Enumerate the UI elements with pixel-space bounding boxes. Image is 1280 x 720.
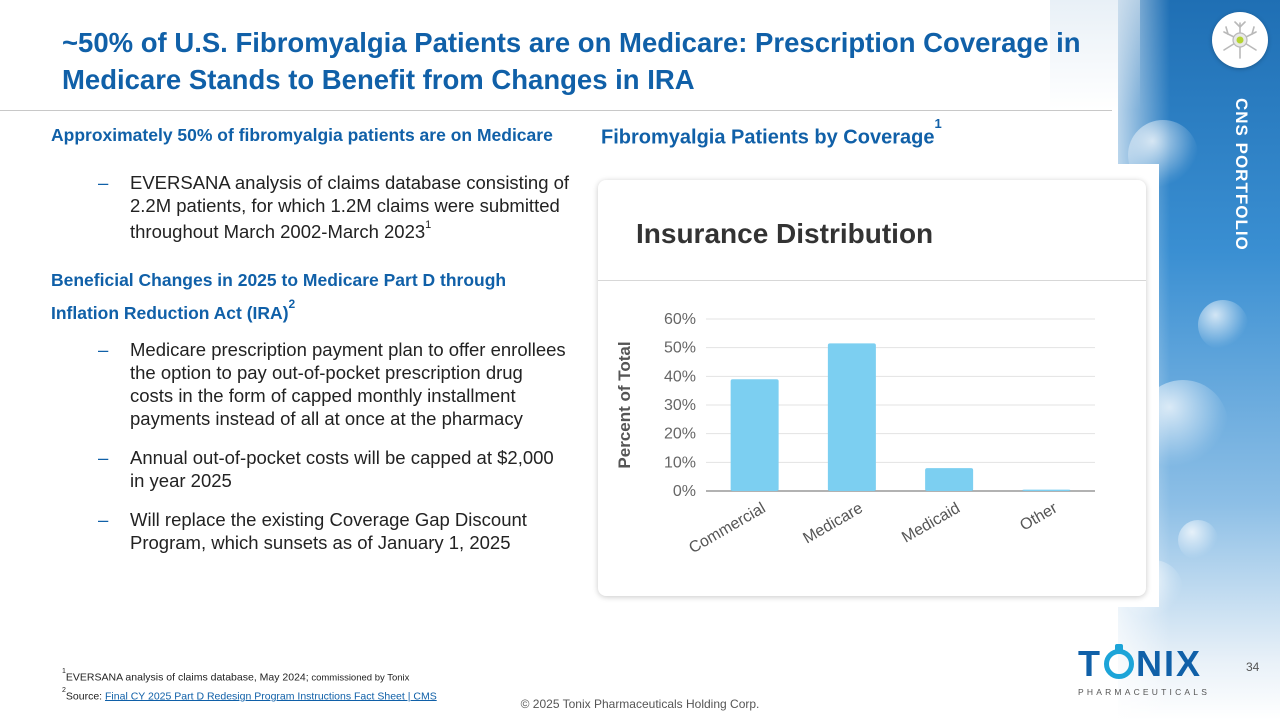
footnote-ref: 1	[934, 116, 942, 131]
bullet-text: EVERSANA analysis of claims database con…	[130, 172, 570, 243]
neuron-logo-icon	[1212, 12, 1268, 68]
brand-wordmark: T NIX	[1078, 643, 1208, 684]
title-divider	[0, 110, 1112, 111]
list-item: – Annual out-of-pocket costs will be capp…	[51, 446, 571, 492]
chart-title-divider	[598, 280, 1146, 281]
x-tick-label: Medicare	[800, 500, 866, 548]
bullet-text: Annual out-of-pocket costs will be cappe…	[130, 446, 554, 491]
dash-marker: –	[98, 338, 109, 360]
brand-subtitle: PHARMACEUTICALS	[1078, 687, 1211, 697]
y-tick-label: 20%	[664, 426, 696, 443]
footnote-marker: 1	[62, 668, 66, 675]
page-number: 34	[1246, 660, 1260, 674]
top-wash	[1050, 0, 1140, 110]
footnote-text-small: commissioned by Tonix	[308, 672, 410, 684]
source-link[interactable]: Final CY 2025 Part D Redesign Program In…	[105, 690, 437, 702]
x-tick-label: Commercial	[686, 500, 768, 557]
bar-chart: 0% 10% 20% 30% 40% 50% 60% Commercial Medicare Me…	[615, 311, 1095, 557]
chart-title: Insurance Distribution	[636, 218, 934, 249]
footnote-text: Source:	[65, 690, 106, 702]
footnote-2: 2Source: Final CY 2025 Part D Redesign P…	[62, 686, 437, 705]
dash-marker: –	[98, 172, 109, 193]
chart-heading: Fibromyalgia Patients by Coverage1	[601, 116, 942, 150]
bar	[925, 468, 974, 491]
bar	[1022, 489, 1071, 491]
x-tick-label: Medicaid	[899, 500, 963, 547]
page-title: ~50% of U.S. Fibromyalgia Patients are o…	[62, 27, 1081, 95]
section-heading: Beneficial Changes in 2025 to Medicare P…	[51, 266, 541, 327]
chart-heading-text: Fibromyalgia Patients by Coverage	[601, 126, 935, 149]
y-tick-label: 50%	[664, 340, 696, 357]
y-axis-label: Percent of Total	[615, 341, 634, 468]
footnote-text: EVERSANA analysis of claims database, Ma…	[65, 671, 309, 684]
y-tick-label: 30%	[664, 397, 696, 414]
bullet-text: Will replace the existing Coverage Gap D…	[130, 508, 527, 553]
bar	[827, 343, 876, 491]
footnote-ref: 2	[288, 297, 296, 312]
tonix-logo: T NIX PHARMACEUTICALS	[1078, 643, 1211, 697]
footnote-ref: 1	[425, 219, 432, 231]
y-tick-label: 10%	[664, 454, 696, 471]
section-heading-text: Beneficial Changes in 2025 to Medicare P…	[51, 270, 507, 323]
chart-frame: Insurance Distribution 0% 10% 20% 30% 40% 50%…	[598, 164, 1159, 607]
footnotes: 1EVERSANA analysis of claims database, M…	[62, 667, 437, 704]
y-tick-label: 40%	[664, 368, 696, 385]
list-item: – Will replace the existing Coverage Gap …	[51, 508, 571, 554]
dash-marker: –	[98, 446, 109, 468]
bar	[730, 379, 779, 491]
dash-marker: –	[98, 508, 109, 530]
left-column: Approximately 50% of fibromyalgia patien…	[51, 124, 571, 554]
footnote-1: 1EVERSANA analysis of claims database, M…	[62, 667, 437, 686]
bullet-text: Medicare prescription payment plan to of…	[130, 338, 566, 429]
section-heading-text: Approximately 50% of fibromyalgia patien…	[51, 125, 553, 145]
brand-o-icon	[1104, 644, 1134, 679]
bullet-list: – EVERSANA analysis of claims database co…	[51, 171, 571, 243]
y-tick-label: 0%	[673, 483, 696, 500]
brand-letter: T	[1078, 643, 1102, 684]
bullet-list: – Medicare prescription payment plan to o…	[51, 338, 571, 554]
x-tick-label: Other	[1017, 499, 1061, 534]
section-heading: Approximately 50% of fibromyalgia patien…	[51, 124, 571, 146]
y-tick-label: 60%	[664, 311, 696, 328]
brand-letters: NIX	[1136, 643, 1203, 684]
footnote-marker: 2	[62, 686, 66, 694]
list-item: – Medicare prescription payment plan to o…	[51, 338, 571, 430]
portfolio-tag: CNS PORTFOLIO	[1232, 97, 1251, 251]
copyright: © 2025 Tonix Pharmaceuticals Holding Cor…	[520, 697, 760, 711]
list-item: – EVERSANA analysis of claims database co…	[51, 171, 571, 243]
